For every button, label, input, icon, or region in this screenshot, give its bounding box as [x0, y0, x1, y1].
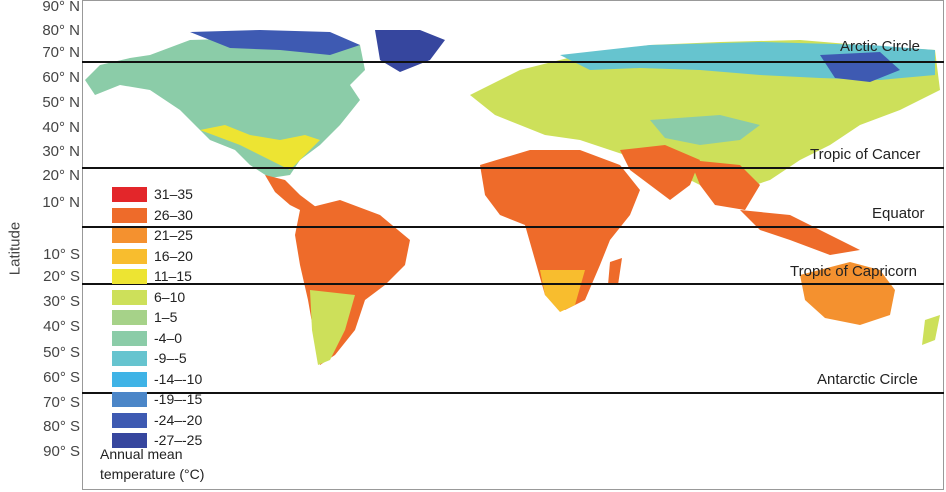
- latitude-tick: 10° N: [42, 194, 80, 211]
- legend-item: 21–25: [112, 227, 252, 245]
- africa: [480, 150, 640, 310]
- reference-lines: [82, 61, 944, 394]
- legend-label: 26–30: [154, 206, 193, 223]
- legend-label: 11–15: [154, 268, 192, 284]
- latitude-tick: 20° N: [42, 167, 80, 184]
- legend-item: 11–15: [112, 268, 252, 286]
- legend-swatch: [112, 269, 147, 284]
- north-america: [85, 35, 365, 178]
- legend-label: -24–-20: [154, 411, 203, 428]
- australia: [800, 262, 895, 325]
- latitude-tick: 70° S: [43, 394, 80, 411]
- latitude-tick: 30° N: [42, 143, 80, 160]
- legend-swatch: [112, 433, 147, 448]
- legend-item: 6–10: [112, 289, 252, 307]
- latitude-tick: 60° S: [43, 369, 80, 386]
- legend-label: -19–-15: [154, 391, 203, 407]
- latitude-tick: 50° N: [42, 94, 80, 111]
- legend-swatch: [112, 289, 147, 305]
- legend-item: 16–20: [112, 248, 252, 266]
- legend-label: 31–35: [154, 186, 193, 202]
- reference-line-label: Tropic of Cancer: [810, 146, 921, 163]
- legend-item: -24–-20: [112, 412, 252, 430]
- legend-swatch: [112, 207, 147, 223]
- latitude-tick: 40° S: [43, 318, 80, 335]
- reference-line-label: Antarctic Circle: [817, 371, 918, 388]
- south-america: [295, 200, 410, 365]
- legend-item: -9–-5: [112, 350, 252, 368]
- latitude-tick: 50° S: [43, 344, 80, 361]
- legend-item: -27–-25: [112, 432, 252, 450]
- legend-item: 26–30: [112, 207, 252, 225]
- legend-label: -9–-5: [154, 350, 187, 366]
- latitude-tick: 10° S: [43, 246, 80, 263]
- legend-item: -14–-10: [112, 371, 252, 389]
- legend-swatch: [112, 248, 147, 264]
- legend-label: -4–0: [154, 329, 183, 346]
- legend-item: -19–-15: [112, 391, 252, 409]
- latitude-tick: 30° S: [43, 293, 80, 310]
- legend-item: 1–5: [112, 309, 252, 327]
- legend-swatch: [112, 310, 147, 325]
- reference-line-label: Arctic Circle: [840, 38, 921, 55]
- legend-label: -14–-10: [154, 370, 203, 387]
- latitude-tick: 90° N: [42, 0, 80, 15]
- legend-swatch: [112, 392, 147, 407]
- latitude-tick: 40° N: [42, 119, 80, 136]
- latitude-tick: 80° N: [42, 22, 80, 39]
- legend-swatch: [112, 371, 147, 387]
- legend-swatch: [112, 412, 147, 428]
- legend-label: 6–10: [154, 288, 186, 305]
- central-america: [265, 175, 320, 215]
- legend-label: -27–-25: [154, 432, 203, 448]
- reference-line-label: Equator: [872, 205, 925, 222]
- legend-label: 16–20: [154, 247, 193, 264]
- legend-swatch: [112, 351, 147, 366]
- legend-title: Annual mean temperature (°C): [100, 446, 205, 482]
- latitude-tick: 90° S: [43, 443, 80, 460]
- latitude-tick: 70° N: [42, 44, 80, 61]
- legend-item: 31–35: [112, 186, 252, 204]
- reference-line-label: Tropic of Capricorn: [790, 263, 917, 280]
- legend-swatch: [112, 330, 147, 346]
- latitude-tick: 60° N: [42, 69, 80, 86]
- latitude-tick: 20° S: [43, 268, 80, 285]
- legend-swatch: [112, 187, 147, 202]
- latitude-tick: 80° S: [43, 418, 80, 435]
- legend-label: 1–5: [154, 309, 178, 325]
- legend-swatch: [112, 228, 147, 243]
- se-asia: [740, 210, 860, 255]
- legend-label: 21–25: [154, 227, 193, 243]
- map-frame: [82, 0, 944, 490]
- legend-item: -4–0: [112, 330, 252, 348]
